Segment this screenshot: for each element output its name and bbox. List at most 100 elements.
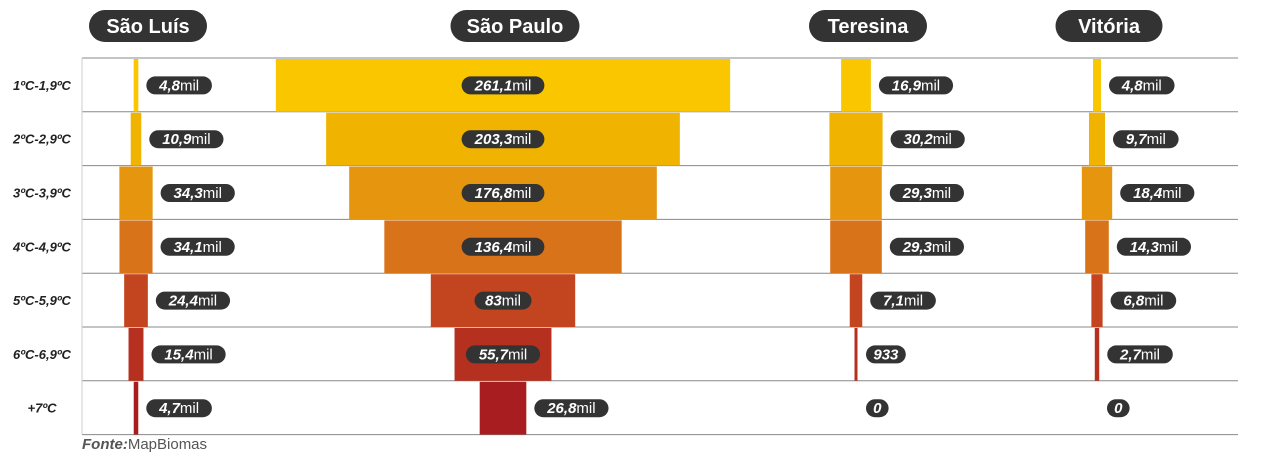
bar	[119, 166, 153, 220]
value-label: 176,8mil	[475, 185, 532, 202]
value-number: 2,7	[1119, 346, 1142, 363]
value-label: 136,4mil	[475, 239, 532, 256]
value-unit: mil	[512, 185, 531, 202]
bar	[849, 274, 863, 327]
value-unit: mil	[198, 293, 217, 310]
value-label: 18,4mil	[1133, 185, 1181, 202]
value-label: 16,9mil	[892, 77, 940, 94]
value-pill	[160, 237, 235, 256]
city-header-pill	[89, 10, 207, 42]
row-label: 6ºC-6,9ºC	[13, 347, 72, 362]
value-unit: mil	[512, 239, 531, 256]
value-number: 0	[1114, 400, 1123, 417]
bar	[130, 112, 142, 166]
value-label: 7,1mil	[883, 293, 923, 310]
value-number: 29,3	[902, 239, 933, 256]
value-unit: mil	[203, 185, 222, 202]
value-pill	[1107, 399, 1130, 418]
city-header-pill	[809, 10, 927, 42]
value-pill	[1120, 184, 1195, 202]
city-header-label: São Luís	[106, 16, 189, 38]
value-unit: mil	[180, 77, 199, 94]
value-unit: mil	[576, 400, 595, 417]
value-number: 136,4	[475, 239, 513, 256]
value-number: 933	[873, 346, 899, 363]
row-label: 2ºC-2,9ºC	[12, 132, 72, 147]
value-number: 16,9	[892, 77, 922, 94]
row-label: 1ºC-1,9ºC	[13, 78, 72, 93]
value-pill	[878, 76, 954, 95]
value-label: 34,1mil	[173, 239, 221, 256]
value-number: 9,7	[1126, 131, 1148, 148]
value-pill	[474, 291, 532, 310]
value-unit: mil	[1159, 239, 1178, 256]
value-unit: mil	[1162, 185, 1181, 202]
value-pill	[465, 345, 541, 364]
value-label: 6,8mil	[1123, 293, 1163, 310]
city-header-label: Teresina	[828, 16, 910, 38]
bar	[1081, 166, 1113, 220]
value-pill	[461, 184, 545, 202]
value-pill	[890, 130, 965, 149]
value-label: 4,8mil	[1121, 77, 1162, 94]
value-label: 14,3mil	[1130, 239, 1178, 256]
bar	[124, 274, 148, 327]
value-pill	[461, 76, 545, 95]
value-unit: mil	[1147, 131, 1166, 148]
value-label: 29,3mil	[902, 185, 951, 202]
value-number: 26,8	[546, 400, 577, 417]
value-unit: mil	[203, 239, 222, 256]
value-unit: mil	[512, 77, 531, 94]
value-number: 18,4	[1133, 185, 1163, 202]
value-unit: mil	[1144, 293, 1163, 310]
value-label: 4,8mil	[158, 77, 199, 94]
value-pill	[146, 399, 212, 418]
value-pill	[866, 399, 889, 418]
value-label: 933	[873, 346, 899, 363]
value-number: 34,1	[173, 239, 202, 256]
value-unit: mil	[180, 400, 199, 417]
value-pill	[870, 291, 936, 310]
bar	[119, 220, 153, 274]
value-unit: mil	[932, 239, 951, 256]
value-number: 4,7	[158, 400, 181, 417]
value-label: 30,2mil	[903, 131, 951, 148]
bar	[479, 381, 527, 435]
value-label: 9,7mil	[1126, 131, 1166, 148]
value-label: 34,3mil	[174, 185, 222, 202]
value-unit: mil	[502, 293, 521, 310]
value-unit: mil	[191, 131, 210, 148]
value-number: 15,4	[164, 346, 194, 363]
row-label: +7ºC	[28, 401, 58, 416]
bar	[128, 328, 144, 381]
value-number: 203,3	[474, 131, 513, 148]
bar	[133, 381, 139, 435]
value-label: 2,7mil	[1119, 346, 1160, 363]
bar	[1094, 328, 1100, 381]
row-label: 4ºC-4,9ºC	[12, 239, 72, 254]
value-number: 83	[485, 293, 502, 310]
value-pill	[151, 345, 226, 364]
value-number: 6,8	[1123, 293, 1145, 310]
value-unit: mil	[933, 131, 952, 148]
bar	[854, 328, 858, 381]
value-pill	[149, 130, 224, 149]
value-unit: mil	[512, 131, 531, 148]
bar	[133, 59, 139, 112]
bar	[830, 220, 882, 274]
value-pill	[160, 184, 235, 202]
value-pill	[146, 76, 212, 95]
value-label: 15,4mil	[164, 346, 212, 363]
value-pill	[155, 291, 231, 310]
row-label: 5ºC-5,9ºC	[13, 293, 72, 308]
value-unit: mil	[1143, 77, 1162, 94]
row-label: 3ºC-3,9ºC	[13, 186, 72, 201]
value-number: 29,3	[902, 185, 933, 202]
value-pill	[461, 130, 545, 149]
value-number: 261,1	[474, 77, 513, 94]
value-pill	[534, 399, 609, 418]
value-number: 30,2	[903, 131, 933, 148]
value-unit: mil	[508, 346, 527, 363]
value-number: 0	[873, 400, 882, 417]
